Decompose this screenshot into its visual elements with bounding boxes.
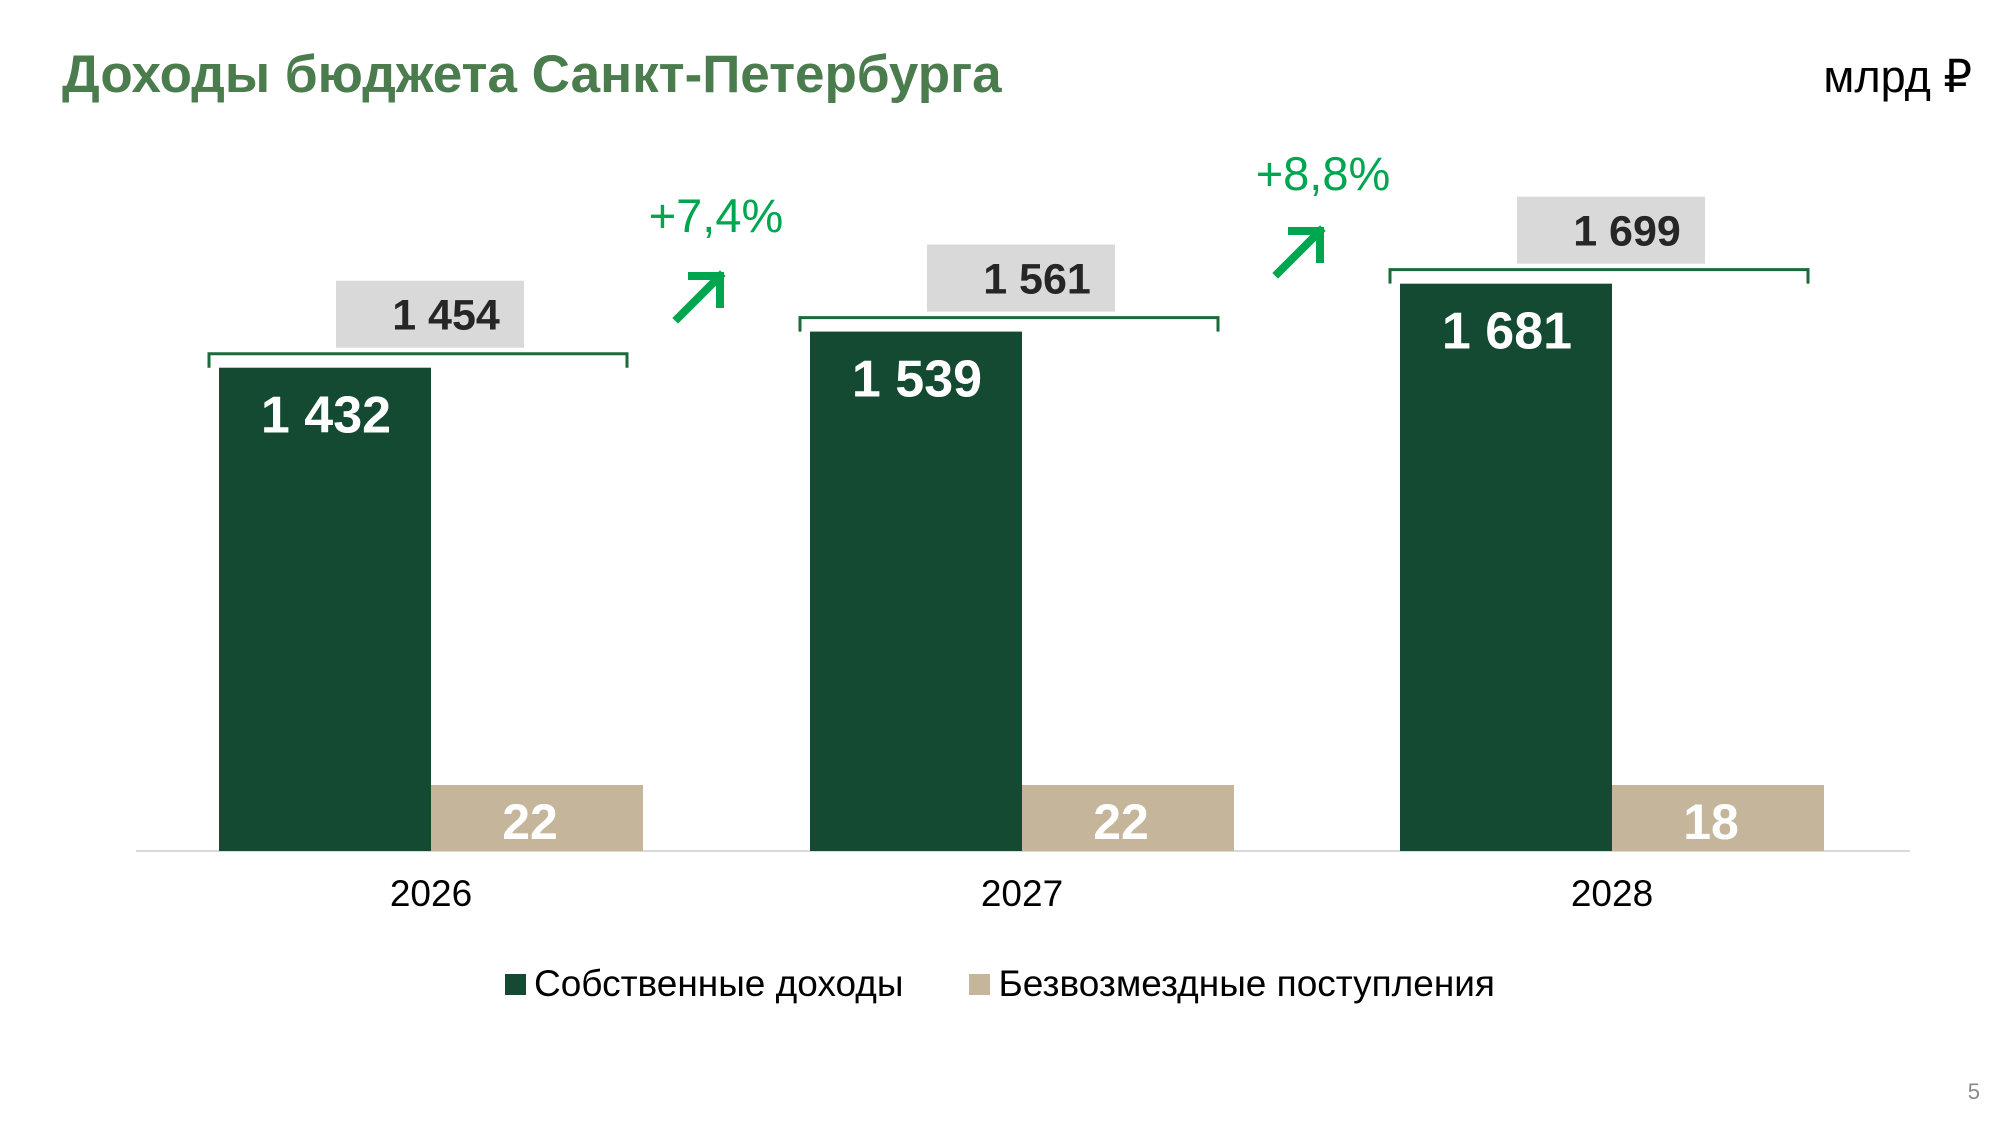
bar-grants-2028	[1612, 785, 1824, 851]
total-label-2026: 1 454	[392, 292, 500, 340]
total-bracket-2026	[207, 352, 629, 368]
bar-own-revenue-2028	[1400, 283, 1612, 852]
legend-item-own-revenue: Собственные доходы	[505, 963, 903, 1005]
bar-own-revenue-2027	[810, 331, 1022, 851]
x-tick-label-2026: 2026	[390, 873, 472, 914]
slide-title: Доходы бюджета Санкт-Петербурга	[62, 45, 1002, 104]
bar-label-grants-2026: 22	[502, 794, 558, 850]
bar-own-revenue-2026	[219, 367, 431, 851]
legend-label-grants: Безвозмездные поступления	[998, 963, 1495, 1004]
total-label-2028: 1 699	[1573, 208, 1681, 256]
legend-item-grants: Безвозмездные поступления	[969, 963, 1495, 1005]
x-tick-label-2027: 2027	[981, 873, 1063, 914]
total-box-2027	[927, 244, 1115, 312]
growth-label-2026-2027: +7,4%	[649, 189, 784, 242]
chart-legend: Собственные доходы Безвозмездные поступл…	[0, 963, 2000, 1005]
total-label-2027: 1 561	[983, 256, 1091, 304]
total-bracket-2028	[1388, 268, 1810, 284]
bar-grants-2026	[431, 785, 643, 851]
bar-label-grants-2027: 22	[1093, 794, 1149, 850]
legend-label-own-revenue: Собственные доходы	[534, 963, 904, 1004]
total-box-2026	[336, 280, 524, 348]
bar-label-own-revenue-2028: 1 681	[1442, 303, 1572, 361]
page-number: 5	[1967, 1079, 1980, 1104]
bar-label-own-revenue-2027: 1 539	[852, 351, 982, 409]
legend-swatch-own-revenue	[505, 973, 526, 995]
growth-arrow-icon-2026-2027	[672, 270, 726, 324]
x-tick-label-2028: 2028	[1571, 873, 1653, 914]
growth-label-2027-2028: +8,8%	[1256, 147, 1391, 200]
total-bracket-2027	[798, 316, 1220, 332]
total-box-2028	[1517, 196, 1705, 264]
bar-grants-2027	[1022, 785, 1234, 851]
legend-swatch-grants	[969, 973, 991, 995]
unit-label: млрд ₽	[1823, 51, 1972, 102]
bar-label-grants-2028: 18	[1683, 794, 1739, 850]
growth-arrow-icon-2027-2028	[1272, 225, 1326, 279]
bar-label-own-revenue-2026: 1 432	[261, 387, 391, 445]
